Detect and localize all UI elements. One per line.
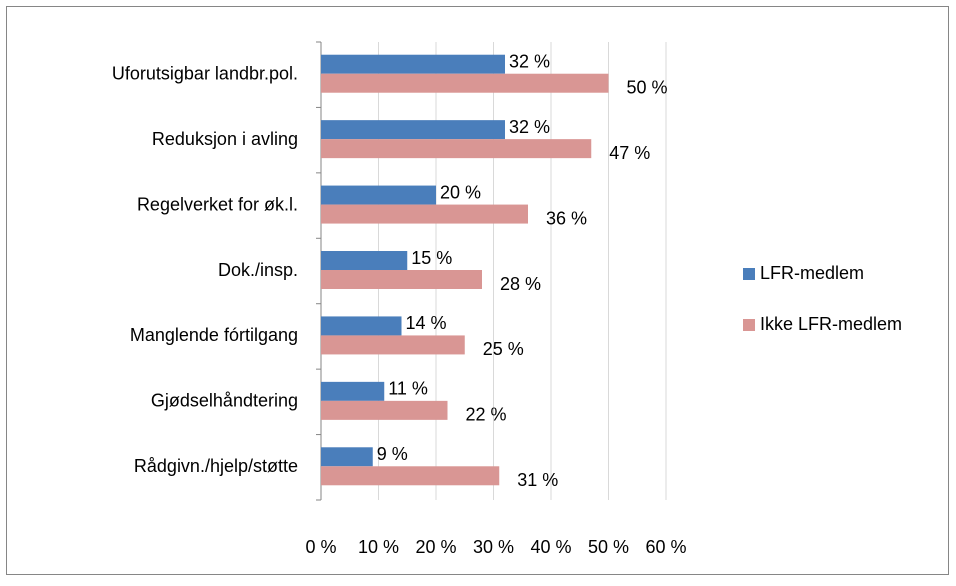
data-label: 28 %: [500, 274, 541, 294]
bar: [321, 120, 505, 140]
x-tick-label: 30 %: [473, 537, 514, 557]
data-label: 11 %: [388, 379, 428, 399]
x-tick-label: 20 %: [415, 537, 456, 557]
bar: [321, 400, 448, 420]
data-label: 31 %: [517, 470, 558, 490]
x-tick-label: 60 %: [645, 537, 686, 557]
bar: [321, 185, 436, 205]
bar: [321, 335, 465, 355]
bar: [321, 466, 500, 486]
x-tick-label: 40 %: [530, 537, 571, 557]
data-label: 36 %: [546, 208, 587, 228]
data-label: 32 %: [509, 51, 550, 71]
x-tick-label: 50 %: [588, 537, 629, 557]
data-label: 25 %: [483, 339, 524, 359]
y-tick-label: Rådgivn./hjelp/støtte: [134, 456, 298, 476]
data-label: 47 %: [609, 143, 650, 163]
bar: [321, 270, 482, 289]
bar: [321, 54, 505, 74]
bar: [321, 204, 528, 224]
y-tick-label: Regelverket for øk.l.: [137, 194, 298, 214]
legend-label: Ikke LFR-medlem: [760, 314, 902, 334]
bar: [321, 381, 385, 401]
y-tick-label: Gjødselhåndtering: [151, 391, 298, 411]
data-label: 22 %: [466, 405, 507, 425]
bar: [321, 316, 402, 336]
y-tick-label: Dok./insp.: [218, 260, 298, 280]
bar: [321, 73, 609, 93]
data-label: 15 %: [411, 248, 452, 268]
data-label: 32 %: [509, 117, 550, 137]
legend-label: LFR-medlem: [760, 263, 864, 283]
bar: [321, 139, 592, 159]
y-tick-label: Manglende fórtilgang: [130, 325, 298, 345]
bar: [321, 447, 373, 467]
bar: [321, 251, 408, 270]
y-tick-label: Reduksjon i avling: [152, 129, 298, 149]
data-label: 50 %: [627, 77, 668, 97]
data-label: 14 %: [406, 313, 447, 333]
x-tick-label: 0 %: [305, 537, 336, 557]
legend-swatch: [743, 268, 755, 280]
data-label: 9 %: [377, 444, 408, 464]
data-label: 20 %: [440, 182, 481, 202]
x-tick-label: 10 %: [358, 537, 399, 557]
y-tick-label: Uforutsigbar landbr.pol.: [112, 63, 298, 83]
legend-swatch: [743, 319, 755, 331]
